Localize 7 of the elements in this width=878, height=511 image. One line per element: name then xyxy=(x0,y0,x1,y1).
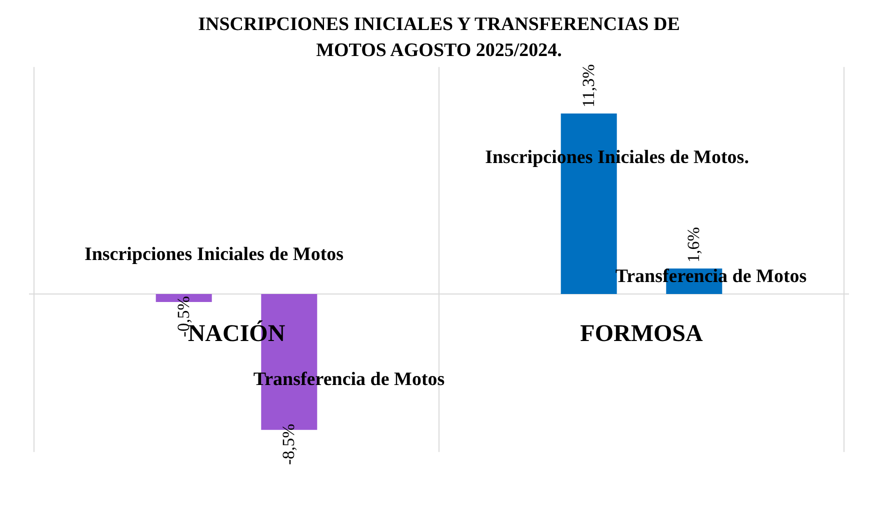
annotation: Transferencia de Motos xyxy=(253,369,445,390)
data-label: -8,5% xyxy=(279,424,298,465)
data-label: 1,6% xyxy=(684,227,704,262)
chart-title: INSCRIPCIONES INICIALES Y TRANSFERENCIAS DE MOTOS AGOSTO 2025/2024. xyxy=(198,14,680,62)
annotation: Inscripciones Iniciales de Motos xyxy=(84,244,344,265)
x-tick-label: FORMOSA xyxy=(580,321,704,348)
data-label: 11,3% xyxy=(578,64,598,108)
